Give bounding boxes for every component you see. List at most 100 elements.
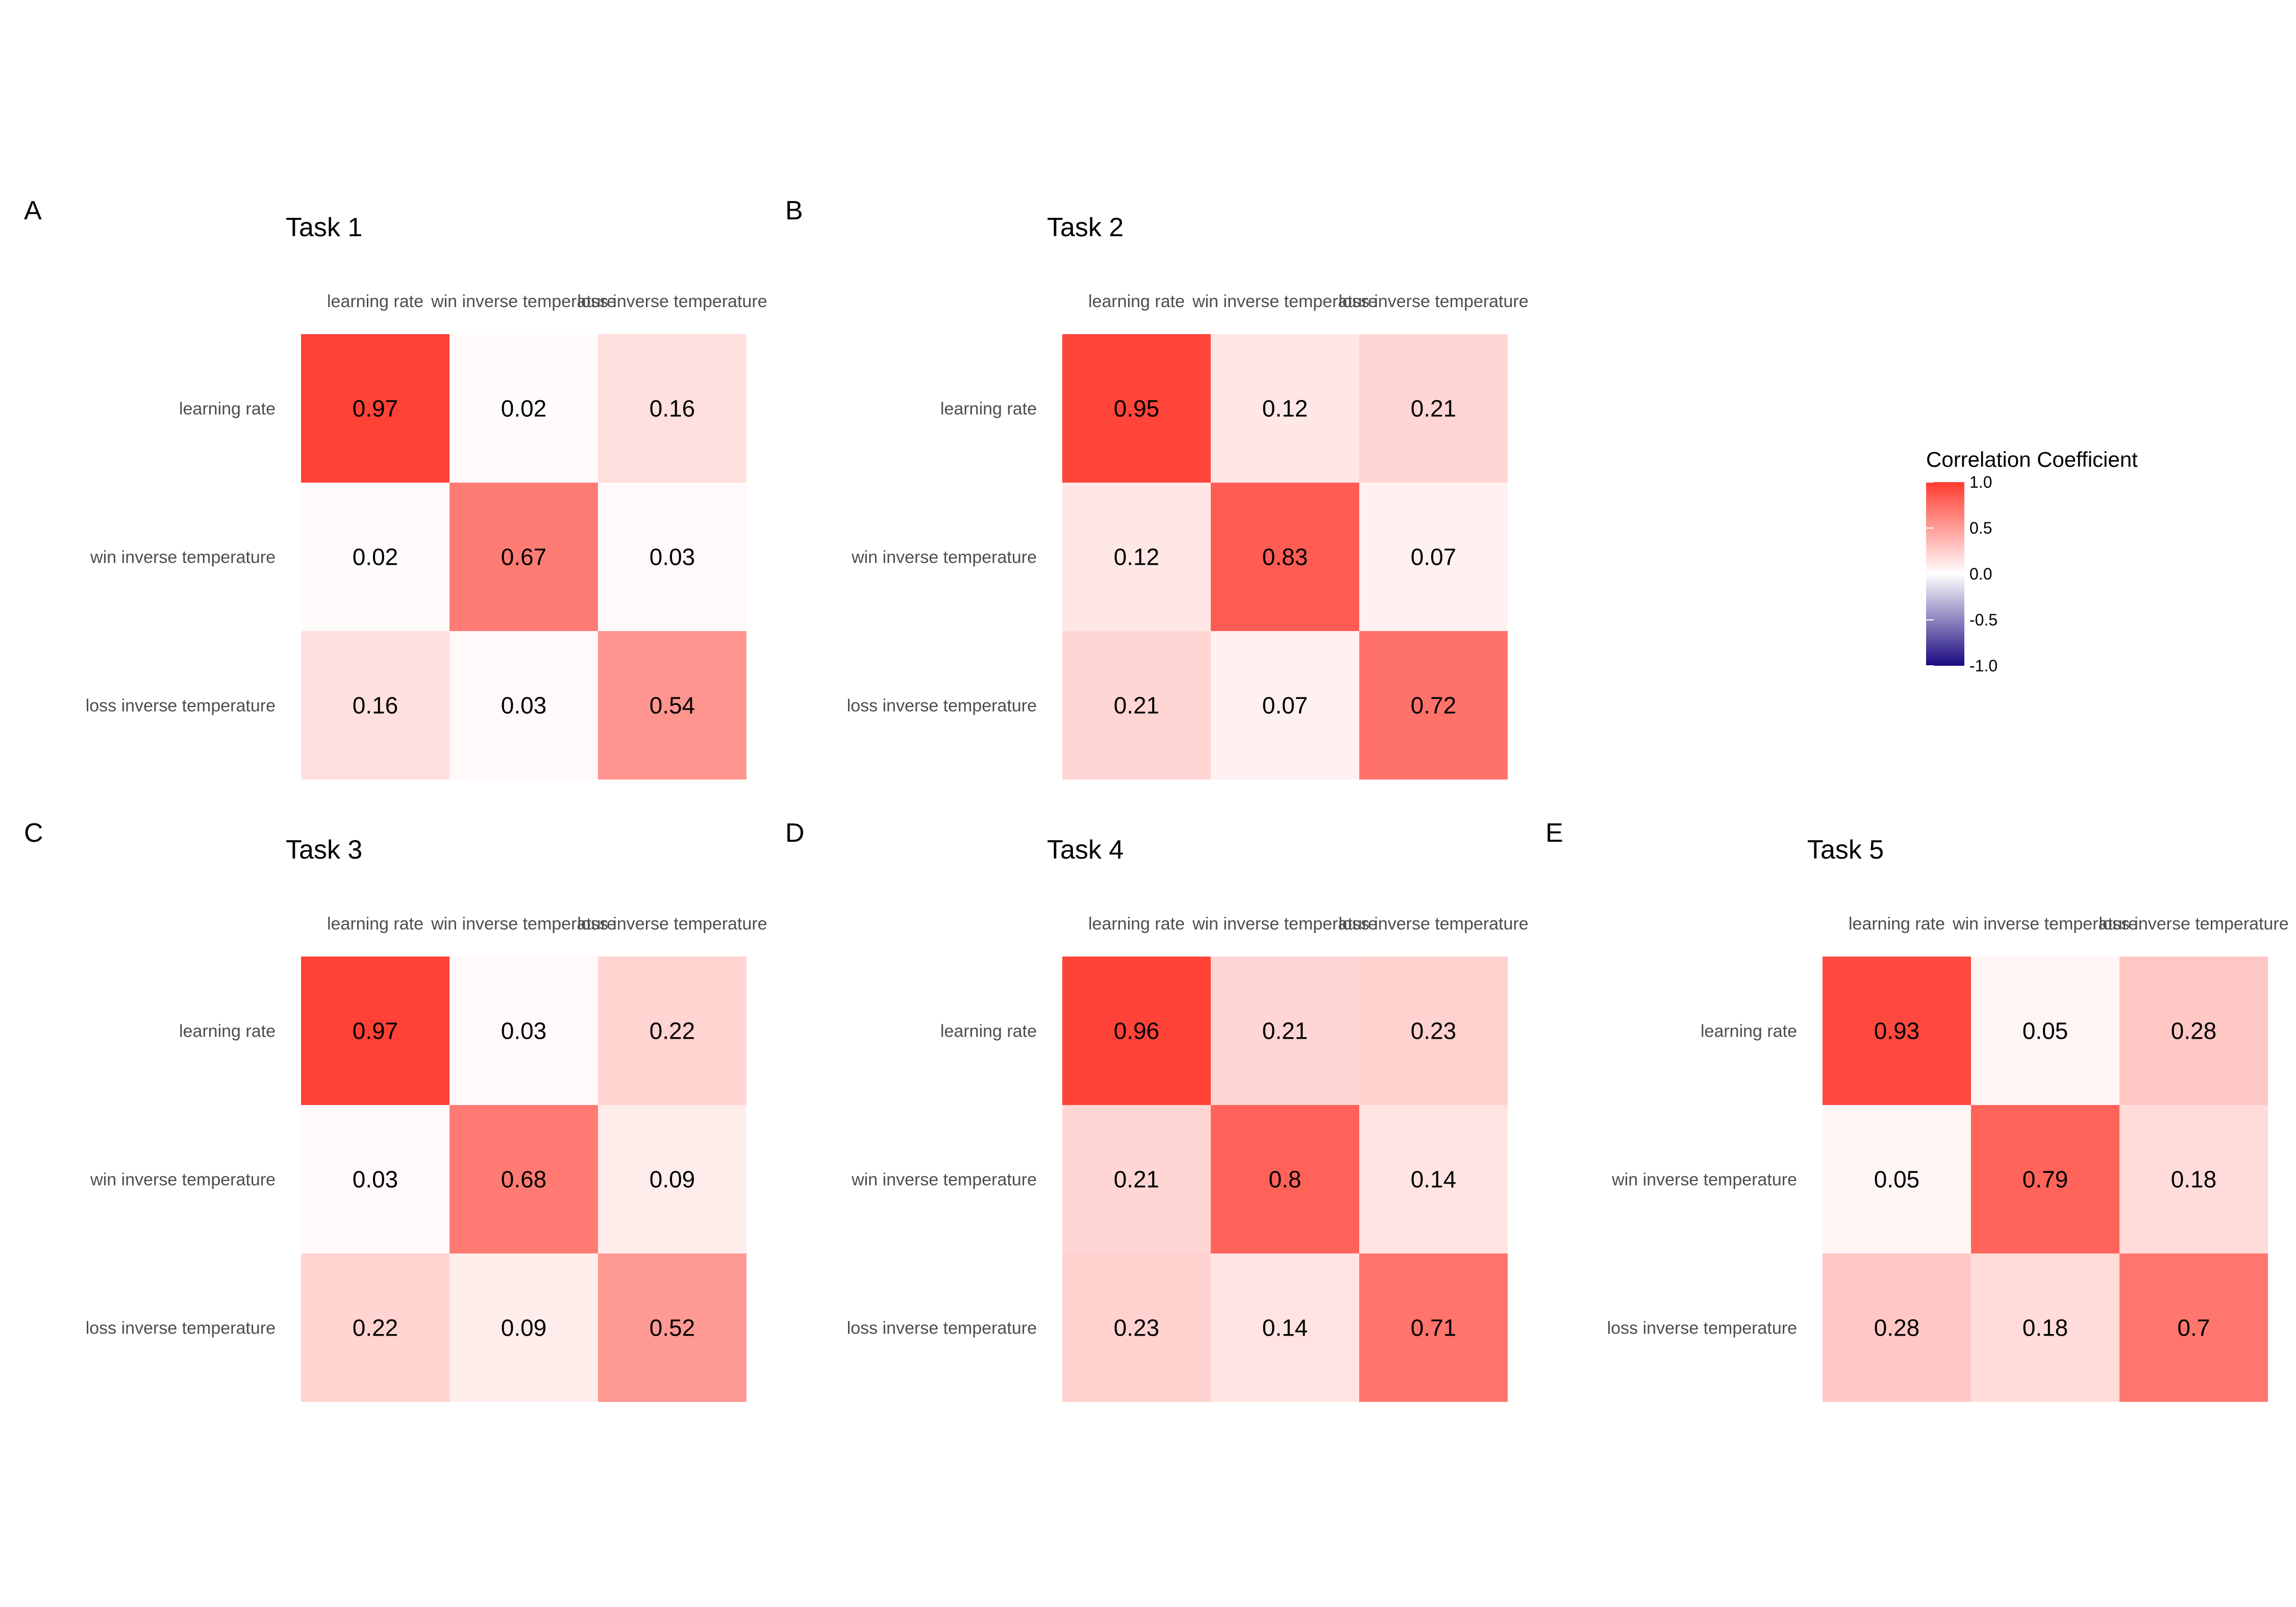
- legend-title: Correlation Coefficient: [1926, 447, 2138, 471]
- panel-b-cell-value: 0.72: [1411, 692, 1457, 719]
- panel-c-cell: [450, 957, 598, 1105]
- panel-a-letter: A: [24, 196, 42, 225]
- panel-d-cell-value: 0.14: [1411, 1166, 1457, 1193]
- panel-a-cell: [301, 334, 450, 483]
- panel-a-cell-value: 0.54: [650, 692, 695, 719]
- panel-b-cell: [1062, 483, 1211, 631]
- panel-d-cell: [1211, 957, 1359, 1105]
- panel-e-cell: [1823, 957, 1971, 1105]
- panel-c-cell: [301, 1105, 450, 1253]
- panel-e-cell-value: 0.7: [2178, 1315, 2210, 1341]
- panel-c-row-label: learning rate: [179, 1022, 276, 1041]
- panel-a-cell-value: 0.67: [501, 544, 547, 570]
- panel-e-cell: [1823, 1253, 1971, 1402]
- panel-a-cell: [450, 483, 598, 631]
- panel-b-cell: [1359, 631, 1508, 780]
- panel-b-title: Task 2: [1047, 213, 1124, 242]
- panel-b-col-label: learning rate: [1088, 292, 1185, 311]
- panel-c-letter: C: [24, 818, 43, 848]
- legend-tick-label: 0.0: [1969, 565, 1992, 583]
- panel-e-title: Task 5: [1807, 835, 1884, 865]
- panel-a-cell-value: 0.02: [353, 544, 398, 570]
- panel-e-cell-value: 0.05: [2023, 1018, 2068, 1044]
- panel-c-cell: [450, 1105, 598, 1253]
- panel-a-col-label: learning rate: [327, 292, 423, 311]
- panel-b-letter: B: [785, 196, 803, 225]
- panel-e-cell: [1971, 1253, 2119, 1402]
- color-legend: Correlation Coefficient 1.0 0.5 0.0 -0.5 -1.…: [1926, 447, 2138, 675]
- panel-e-cell: [1971, 957, 2119, 1105]
- panel-d-cell: [1359, 1253, 1508, 1402]
- panel-e-letter: E: [1545, 818, 1563, 848]
- panel-b-cell: [1062, 334, 1211, 483]
- panel-b: B Task 2 learning rate win inverse temperat…: [785, 196, 1529, 780]
- panel-c-cell: [598, 1253, 746, 1402]
- panel-b-cell-value: 0.95: [1114, 395, 1160, 422]
- panel-a-row-label: loss inverse temperature: [86, 696, 276, 716]
- panel-a-cell: [598, 334, 746, 483]
- panel-c-cell-value: 0.09: [501, 1315, 547, 1341]
- panel-e-cell: [1971, 1105, 2119, 1253]
- panel-d-row-label: learning rate: [940, 1022, 1037, 1041]
- panel-d-cell-value: 0.71: [1411, 1315, 1457, 1341]
- panel-c-cell-value: 0.52: [650, 1315, 695, 1341]
- panel-c-col-label: learning rate: [327, 914, 423, 934]
- panel-b-cell: [1211, 631, 1359, 780]
- panel-d-cell: [1062, 957, 1211, 1105]
- panel-e-cell: [2119, 1105, 2268, 1253]
- panel-c-row-label: loss inverse temperature: [86, 1319, 276, 1338]
- legend-tick-label: -0.5: [1969, 611, 1998, 629]
- panel-d-cell-value: 0.14: [1262, 1315, 1308, 1341]
- panel-d-letter: D: [785, 818, 805, 848]
- panel-e-cell-value: 0.18: [2023, 1315, 2068, 1341]
- panel-c-cell: [301, 957, 450, 1105]
- panel-a-cell-value: 0.02: [501, 395, 547, 422]
- panel-a-cell-value: 0.16: [353, 692, 398, 719]
- panel-b-cell-value: 0.07: [1411, 544, 1457, 570]
- panel-e-row-label: loss inverse temperature: [1607, 1319, 1797, 1338]
- panel-a-cell-value: 0.03: [501, 692, 547, 719]
- panel-b-cell: [1359, 334, 1508, 483]
- panel-a-row-label: win inverse temperature: [90, 548, 276, 567]
- panel-b-cell-value: 0.12: [1114, 544, 1160, 570]
- panel-d-cell: [1211, 1253, 1359, 1402]
- panel-b-cell: [1211, 334, 1359, 483]
- panel-d-row-label: win inverse temperature: [851, 1170, 1037, 1190]
- panel-c-cell: [301, 1253, 450, 1402]
- legend-tick-label: 1.0: [1969, 473, 1992, 491]
- panel-b-cell: [1359, 483, 1508, 631]
- panel-e-col-label: win inverse temperature: [1952, 914, 2138, 934]
- panel-d-col-label: win inverse temperature: [1192, 914, 1378, 934]
- panel-d-cell: [1062, 1105, 1211, 1253]
- panel-d-cell: [1359, 1105, 1508, 1253]
- panel-c: C Task 3 learning rate win inverse temperat…: [24, 818, 767, 1402]
- panel-e-col-label: learning rate: [1849, 914, 1945, 934]
- panel-a-cell: [301, 631, 450, 780]
- panel-e-cell-value: 0.93: [1874, 1018, 1920, 1044]
- panel-b-row-label: loss inverse temperature: [847, 696, 1037, 716]
- panel-e-cell: [2119, 957, 2268, 1105]
- panel-c-cell-value: 0.03: [501, 1018, 547, 1044]
- panel-d-col-label: learning rate: [1088, 914, 1185, 934]
- panel-a-col-label: win inverse temperature: [431, 292, 616, 311]
- panel-b-cell-value: 0.21: [1411, 395, 1457, 422]
- panel-e-cell-value: 0.18: [2171, 1166, 2217, 1193]
- panel-b-cell: [1062, 631, 1211, 780]
- panel-d-cell: [1211, 1105, 1359, 1253]
- panel-e-cell-value: 0.28: [1874, 1315, 1920, 1341]
- panel-e-cell: [2119, 1253, 2268, 1402]
- panel-a-cell-value: 0.16: [650, 395, 695, 422]
- panel-c-cell: [598, 1105, 746, 1253]
- panel-e-cell: [1823, 1105, 1971, 1253]
- panel-d-cell: [1062, 1253, 1211, 1402]
- panel-c-col-label: loss inverse temperature: [577, 914, 767, 934]
- panel-a: A Task 1 learning rate win inverse temperat…: [24, 196, 767, 780]
- panel-d-row-label: loss inverse temperature: [847, 1319, 1037, 1338]
- panel-c-cell: [598, 957, 746, 1105]
- legend-tick-label: 0.5: [1969, 519, 1992, 537]
- heatmap-panels: A Task 1 learning rate win inverse temperat…: [24, 196, 2289, 1402]
- panel-d-cell-value: 0.23: [1114, 1315, 1160, 1341]
- panel-b-col-label: loss inverse temperature: [1338, 292, 1528, 311]
- panel-e-cell-value: 0.05: [1874, 1166, 1920, 1193]
- panel-b-cell: [1211, 483, 1359, 631]
